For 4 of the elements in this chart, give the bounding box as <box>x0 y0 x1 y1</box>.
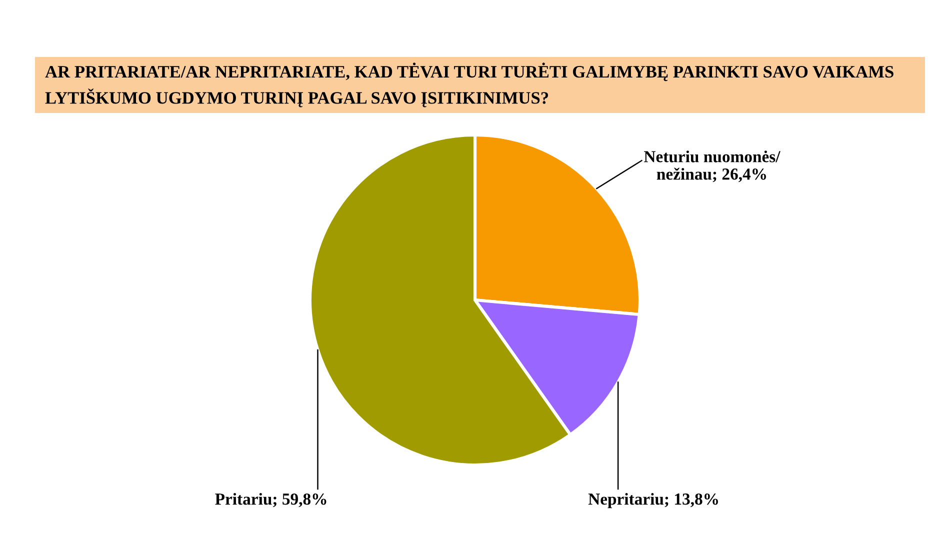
slice-label: Neturiu nuomonės/ nežinau; 26,4% <box>644 150 780 182</box>
chart-title: AR PRITARIATE/AR NEPRITARIATE, KAD TĖVAI TURI TURĖTI GALIMYBĘ PARINKTI SAVO VAIKAMS LYTIŠKUMO UGDYMO TURINĮ PAGAL SAVO ĮSITIKINIMUS? <box>45 62 894 108</box>
slice-label: Nepritariu; 13,8% <box>588 493 718 508</box>
slice-label: Pritariu; 59,8% <box>215 493 326 508</box>
